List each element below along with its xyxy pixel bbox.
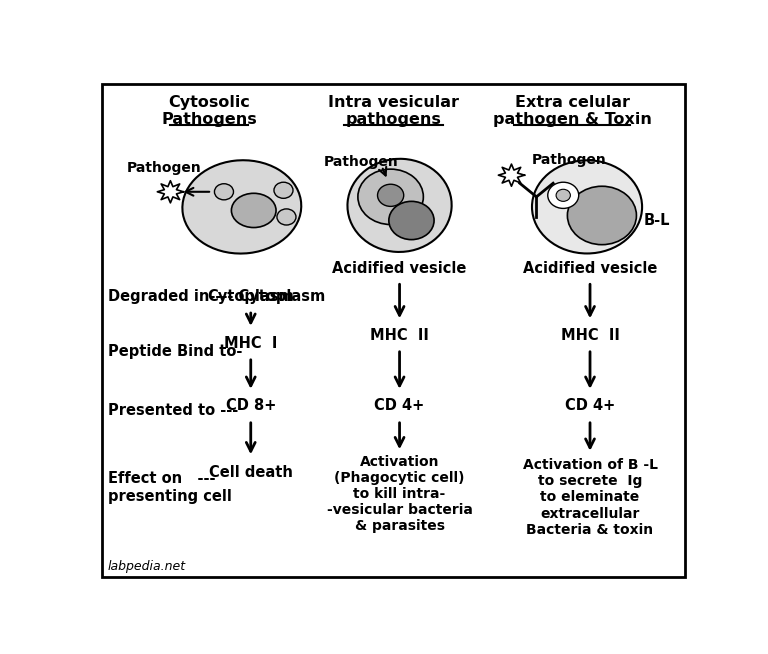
Text: Presented to ---: Presented to --- — [108, 404, 238, 419]
Text: Activation of B -L
to secrete  Ig
to eleminate
extracellular
Bacteria & toxin: Activation of B -L to secrete Ig to elem… — [522, 458, 657, 537]
Text: Degraded in---- Cytoplasm: Degraded in---- Cytoplasm — [108, 288, 325, 303]
Text: pathogen & Toxin: pathogen & Toxin — [493, 112, 651, 128]
Text: B-L: B-L — [644, 213, 670, 228]
Text: Acidified vesicle: Acidified vesicle — [523, 262, 657, 277]
FancyBboxPatch shape — [102, 84, 685, 577]
Circle shape — [389, 201, 434, 239]
Circle shape — [568, 186, 637, 245]
Text: MHC  II: MHC II — [370, 328, 429, 343]
Text: Activation
(Phagocytic cell)
to kill intra-
-vesicular bacteria
& parasites: Activation (Phagocytic cell) to kill int… — [326, 455, 472, 533]
Circle shape — [274, 182, 293, 198]
Circle shape — [358, 169, 423, 224]
Text: Intra vesicular: Intra vesicular — [328, 95, 459, 110]
Ellipse shape — [347, 159, 452, 252]
Text: MHC  II: MHC II — [561, 328, 620, 343]
Text: Pathogen: Pathogen — [127, 161, 202, 175]
Ellipse shape — [532, 160, 642, 254]
Circle shape — [378, 184, 404, 207]
Text: Cytoplasm: Cytoplasm — [207, 288, 294, 303]
Ellipse shape — [231, 194, 276, 228]
Text: Pathogen: Pathogen — [531, 153, 607, 167]
Circle shape — [214, 184, 233, 200]
Text: CD 4+: CD 4+ — [565, 398, 615, 413]
Text: CD 4+: CD 4+ — [375, 398, 425, 413]
Text: labpedia.net: labpedia.net — [108, 560, 186, 574]
Text: Pathogens: Pathogens — [161, 112, 257, 128]
Circle shape — [556, 189, 571, 201]
Circle shape — [548, 182, 579, 209]
Text: Cell death: Cell death — [209, 465, 293, 480]
Text: Extra celular: Extra celular — [515, 95, 630, 110]
Text: Effect on   ---
presenting cell: Effect on --- presenting cell — [108, 471, 232, 504]
Text: CD 8+: CD 8+ — [226, 398, 276, 413]
Text: Pathogen: Pathogen — [323, 154, 399, 169]
Ellipse shape — [182, 160, 301, 254]
Text: Acidified vesicle: Acidified vesicle — [333, 262, 467, 277]
Text: pathogens: pathogens — [346, 112, 442, 128]
Circle shape — [277, 209, 296, 225]
Text: Peptide Bind to-: Peptide Bind to- — [108, 344, 242, 359]
Text: MHC  I: MHC I — [224, 336, 277, 351]
Text: Cytosolic: Cytosolic — [168, 95, 250, 110]
